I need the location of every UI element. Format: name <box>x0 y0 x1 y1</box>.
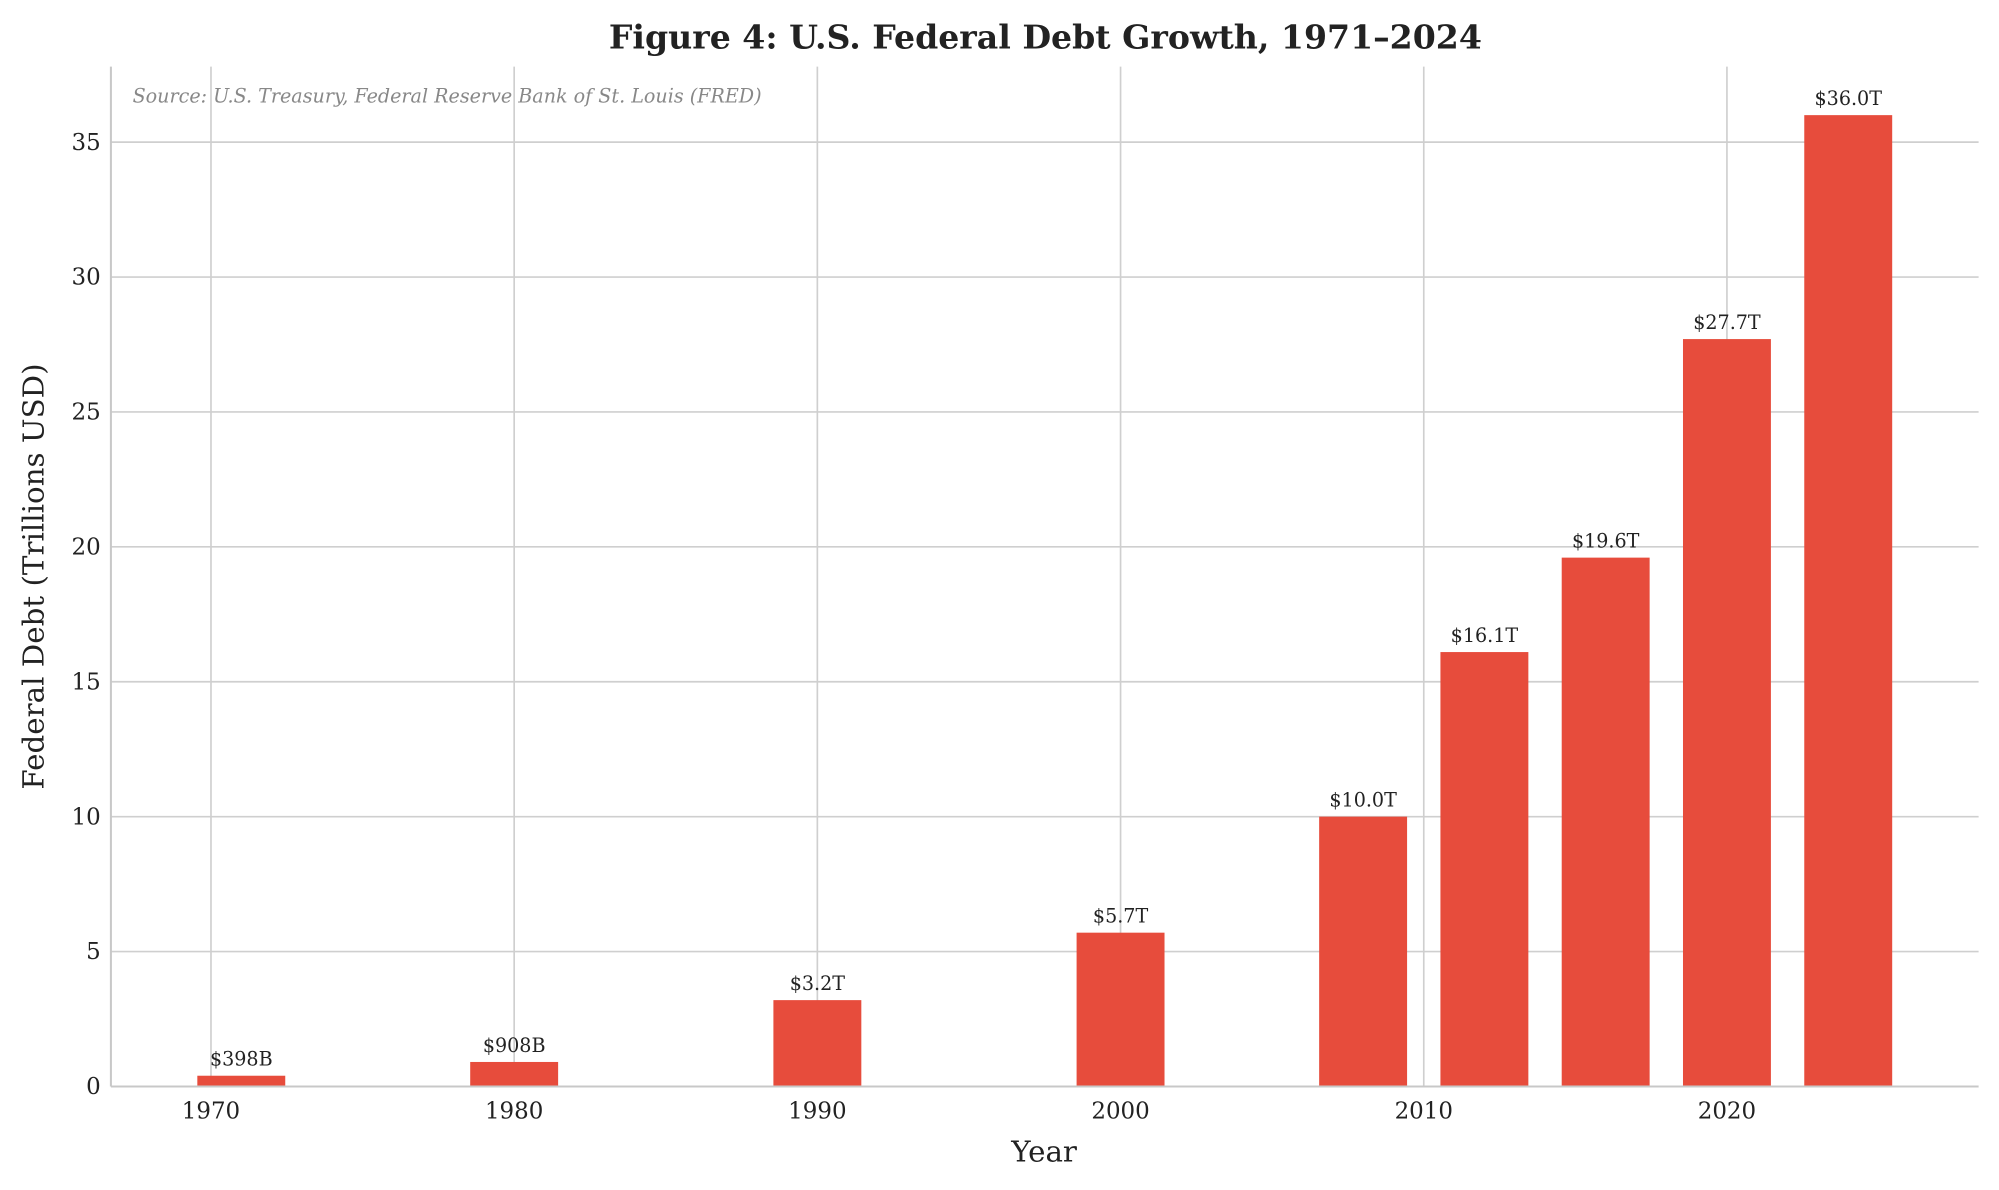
y-axis-label: Federal Debt (Trillions USD) <box>16 363 50 789</box>
bar-2016 <box>1561 557 1650 1087</box>
tick-labels: 0 5 10 15 20 25 30 35 1970 1980 1990 2000 2010 2020 <box>72 130 1757 1125</box>
data-labels: $398B $908B $3.2T $5.7T $10.0T $16.1T $19.6T $2… <box>210 87 1882 1071</box>
bar-value-label: $5.7T <box>1093 904 1149 927</box>
y-tick-label: 30 <box>72 265 101 291</box>
chart-title: Figure 4: U.S. Federal Debt Growth, 1971… <box>609 18 1482 57</box>
bar-value-label: $3.2T <box>790 972 846 995</box>
y-tick-label: 25 <box>72 400 101 426</box>
bar-value-label: $398B <box>210 1048 273 1071</box>
bar-2012 <box>1440 652 1529 1087</box>
y-tick-label: 20 <box>72 534 101 560</box>
x-tick-label: 2020 <box>1698 1098 1756 1124</box>
bar-1990 <box>773 1000 862 1087</box>
y-tick-label: 15 <box>72 669 101 695</box>
bar-value-label: $36.0T <box>1815 87 1883 110</box>
x-tick-label: 2010 <box>1395 1098 1453 1124</box>
x-tick-label: 2000 <box>1091 1098 1149 1124</box>
y-tick-label: 5 <box>86 939 101 965</box>
axes <box>109 66 1979 1088</box>
bar-value-label: $10.0T <box>1329 788 1397 811</box>
x-axis-label: Year <box>1010 1135 1078 1169</box>
y-tick-label: 35 <box>72 130 101 156</box>
bar-2024 <box>1804 115 1893 1087</box>
bar-value-label: $19.6T <box>1572 529 1640 552</box>
bar-value-label: $27.7T <box>1693 311 1761 334</box>
bars <box>197 115 1893 1087</box>
bar-2000 <box>1076 932 1165 1087</box>
source-annotation: Source: U.S. Treasury, Federal Reserve B… <box>133 84 762 107</box>
bar-1980 <box>470 1061 559 1087</box>
bar-value-label: $908B <box>483 1034 546 1057</box>
x-tick-label: 1990 <box>788 1098 846 1124</box>
bar-value-label: $16.1T <box>1451 624 1519 647</box>
bar-2020 <box>1682 339 1771 1087</box>
bar-2008 <box>1319 816 1408 1087</box>
y-tick-label: 0 <box>86 1074 101 1100</box>
y-tick-label: 10 <box>72 804 101 830</box>
bar-1971 <box>197 1075 286 1087</box>
x-tick-label: 1970 <box>182 1098 240 1124</box>
x-tick-label: 1980 <box>485 1098 543 1124</box>
